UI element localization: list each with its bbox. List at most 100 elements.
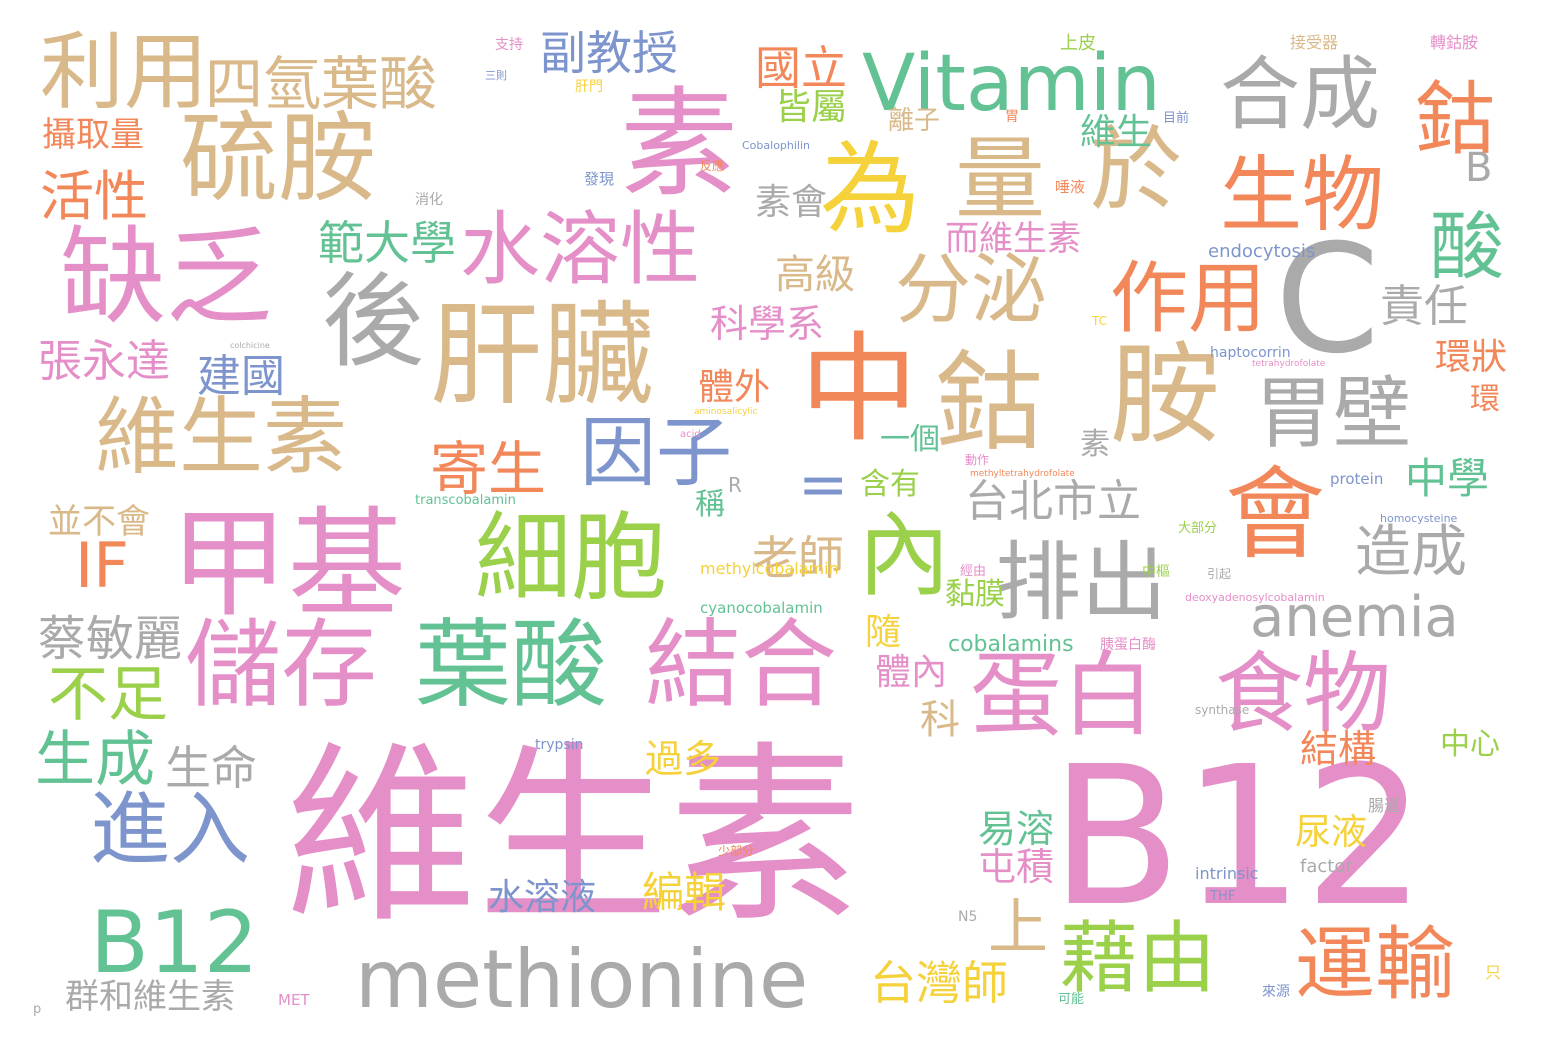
word-cjk-68: 責任 — [1380, 281, 1468, 332]
word-cjk-17: 維生素 — [95, 388, 348, 486]
word-aminosalicylic-109: aminosalicylic — [694, 407, 758, 417]
word-cjk-117: 肝門 — [575, 79, 603, 95]
word-trypsin-103: trypsin — [535, 737, 584, 753]
word-cjk-26: 胃壁 — [1255, 369, 1412, 459]
word-cjk-139: 只 — [1485, 963, 1502, 982]
word-cjk-62: 皆屬 — [775, 87, 848, 128]
word-cjk-136: 可能 — [1058, 992, 1085, 1007]
word-cjk-134: 少部分 — [718, 844, 755, 858]
word-methyltetrahydrofolate-108: methyltetrahydrofolate — [970, 469, 1075, 479]
word-cjk-15: 量 — [955, 127, 1045, 232]
word-cjk-82: 結構 — [1300, 727, 1377, 771]
word-anemia-42: anemia — [1250, 585, 1459, 650]
word-methylcobalamin-97: methylcobalamin — [700, 559, 839, 578]
word-cjk-122: 唾液 — [1055, 178, 1086, 196]
word-cjk-69: 環狀 — [1435, 337, 1508, 378]
word-cjk-81: 過多 — [645, 737, 722, 781]
word-cjk-135: 腸道 — [1368, 796, 1401, 815]
word-cjk-70: 環 — [1470, 382, 1500, 417]
word-endocytosis-94: endocytosis — [1208, 241, 1316, 262]
word-cjk-44: 寄生 — [430, 435, 547, 503]
word-cjk-45: 造成 — [1355, 520, 1467, 585]
word-cjk-51: 範大學 — [318, 216, 456, 270]
word-cjk-112: 上皮 — [1060, 33, 1096, 54]
word-cjk-66: 素會 — [755, 182, 828, 223]
word-cjk-129: 大部分 — [1178, 521, 1218, 536]
word-cjk-16: 於 — [1090, 117, 1183, 224]
word-tetrahydrofolate-107: tetrahydrofolate — [1252, 359, 1326, 369]
word-cjk-92: 離子 — [888, 106, 941, 136]
word-cjk-78: 隨 — [865, 612, 902, 653]
word-cjk-27: 排出 — [995, 533, 1167, 633]
word-cjk-130: 經由 — [960, 564, 987, 579]
word-cjk-77: 上 — [988, 893, 1048, 963]
word-cjk-60: 群和維生素 — [65, 977, 235, 1017]
word-cjk-131: 中樞 — [1142, 564, 1170, 580]
word-cjk-24: 食物 — [1215, 642, 1392, 745]
word-cjk-113: 接受器 — [1290, 33, 1339, 52]
word-cjk-32: 生物 — [1220, 148, 1385, 243]
word-cobalamins-90: cobalamins — [948, 632, 1074, 657]
word-cjk-25: 水溶性 — [460, 203, 700, 296]
word-protein-100: protein — [1330, 470, 1384, 488]
word-haptocorrin-95: haptocorrin — [1210, 345, 1291, 361]
word-synthase-104: synthase — [1195, 703, 1250, 717]
word-cjk-137: 動作 — [965, 453, 990, 467]
word-cjk-63: 維生 — [1080, 112, 1153, 153]
word-cjk-121: 消化 — [415, 192, 443, 208]
word-p-140: p — [33, 1002, 42, 1017]
word-cjk-31: 合成 — [1220, 48, 1380, 141]
word-cjk-89: 並不會 — [48, 502, 150, 542]
word-cjk-13: 後 — [322, 263, 424, 382]
word-cjk-119: 目前 — [1163, 111, 1190, 126]
word-cjk-71: 體外 — [698, 367, 771, 408]
word-deoxyadenosylcobalamin-106: deoxyadenosylcobalamin — [1185, 591, 1325, 604]
word-cjk-57: 蔡敏麗 — [38, 611, 183, 667]
word-cjk-84: 屯積 — [978, 845, 1055, 889]
word-methionine-28: methionine — [355, 933, 809, 1026]
word-cjk-114: 轉鈷胺 — [1430, 33, 1479, 52]
word-cjk-20: 儲存 — [185, 609, 377, 721]
word-cjk-23: 蛋白 — [970, 642, 1155, 749]
word-cjk-52: 張永達 — [38, 336, 170, 387]
word-cjk-58: 老師 — [752, 531, 844, 585]
word-cjk-22: 結合 — [645, 609, 837, 721]
word-cjk-123: 反應 — [700, 159, 725, 173]
word-vitamin-10: Vitamin — [862, 39, 1161, 129]
word-cjk-3: 胺 — [1110, 331, 1220, 459]
word-cjk-88: 編輯 — [642, 868, 727, 917]
word-cjk-0: 維生素 — [285, 726, 861, 949]
word-cyanocobalamin-98: cyanocobalamin — [700, 599, 823, 617]
word-cjk-120: 發現 — [584, 170, 615, 188]
word-met-128: MET — [278, 991, 310, 1009]
word-cjk-35: 因子 — [580, 408, 732, 497]
word-cjk-83: 易溶 — [978, 807, 1055, 851]
word-cjk-40: 酸 — [1430, 204, 1504, 290]
word-cjk-116: 三則 — [485, 69, 507, 82]
word-cjk-74: 含有 — [860, 467, 920, 502]
word-cjk-7: 甲基 — [170, 495, 407, 633]
word-cjk-87: 水溶液 — [488, 877, 597, 918]
word-cjk-53: 建國 — [197, 351, 285, 402]
word-c-9: C — [1275, 213, 1380, 387]
word-transcobalamin-96: transcobalamin — [415, 493, 516, 508]
word-cjk-56: 生命 — [165, 741, 257, 795]
word-colchicine-111: colchicine — [230, 341, 270, 350]
word-cjk-65: 科學系 — [710, 302, 825, 346]
word-cjk-41: 四氫葉酸 — [205, 50, 438, 118]
word-cjk-46: 台北市立 — [965, 476, 1141, 527]
word-cjk-54: 不足 — [48, 660, 168, 730]
word-cjk-4: 素 — [620, 75, 739, 213]
word-cjk-59: 台灣師 — [870, 956, 1008, 1010]
word-cjk-38: 進入 — [90, 783, 250, 876]
word-acid-110: acid — [680, 429, 701, 440]
word-cjk-11: 硫胺 — [180, 102, 377, 216]
word-cjk-19: 內 — [858, 502, 951, 609]
word-cjk-50: 國立 — [755, 41, 847, 95]
word-cjk-115: 支持 — [495, 37, 523, 53]
word-cjk-75: 稱 — [695, 487, 725, 522]
word-cjk-86: 中心 — [1440, 727, 1500, 762]
word-cjk-72: 一個 — [880, 422, 940, 457]
word-cjk-55: 生成 — [35, 725, 155, 795]
